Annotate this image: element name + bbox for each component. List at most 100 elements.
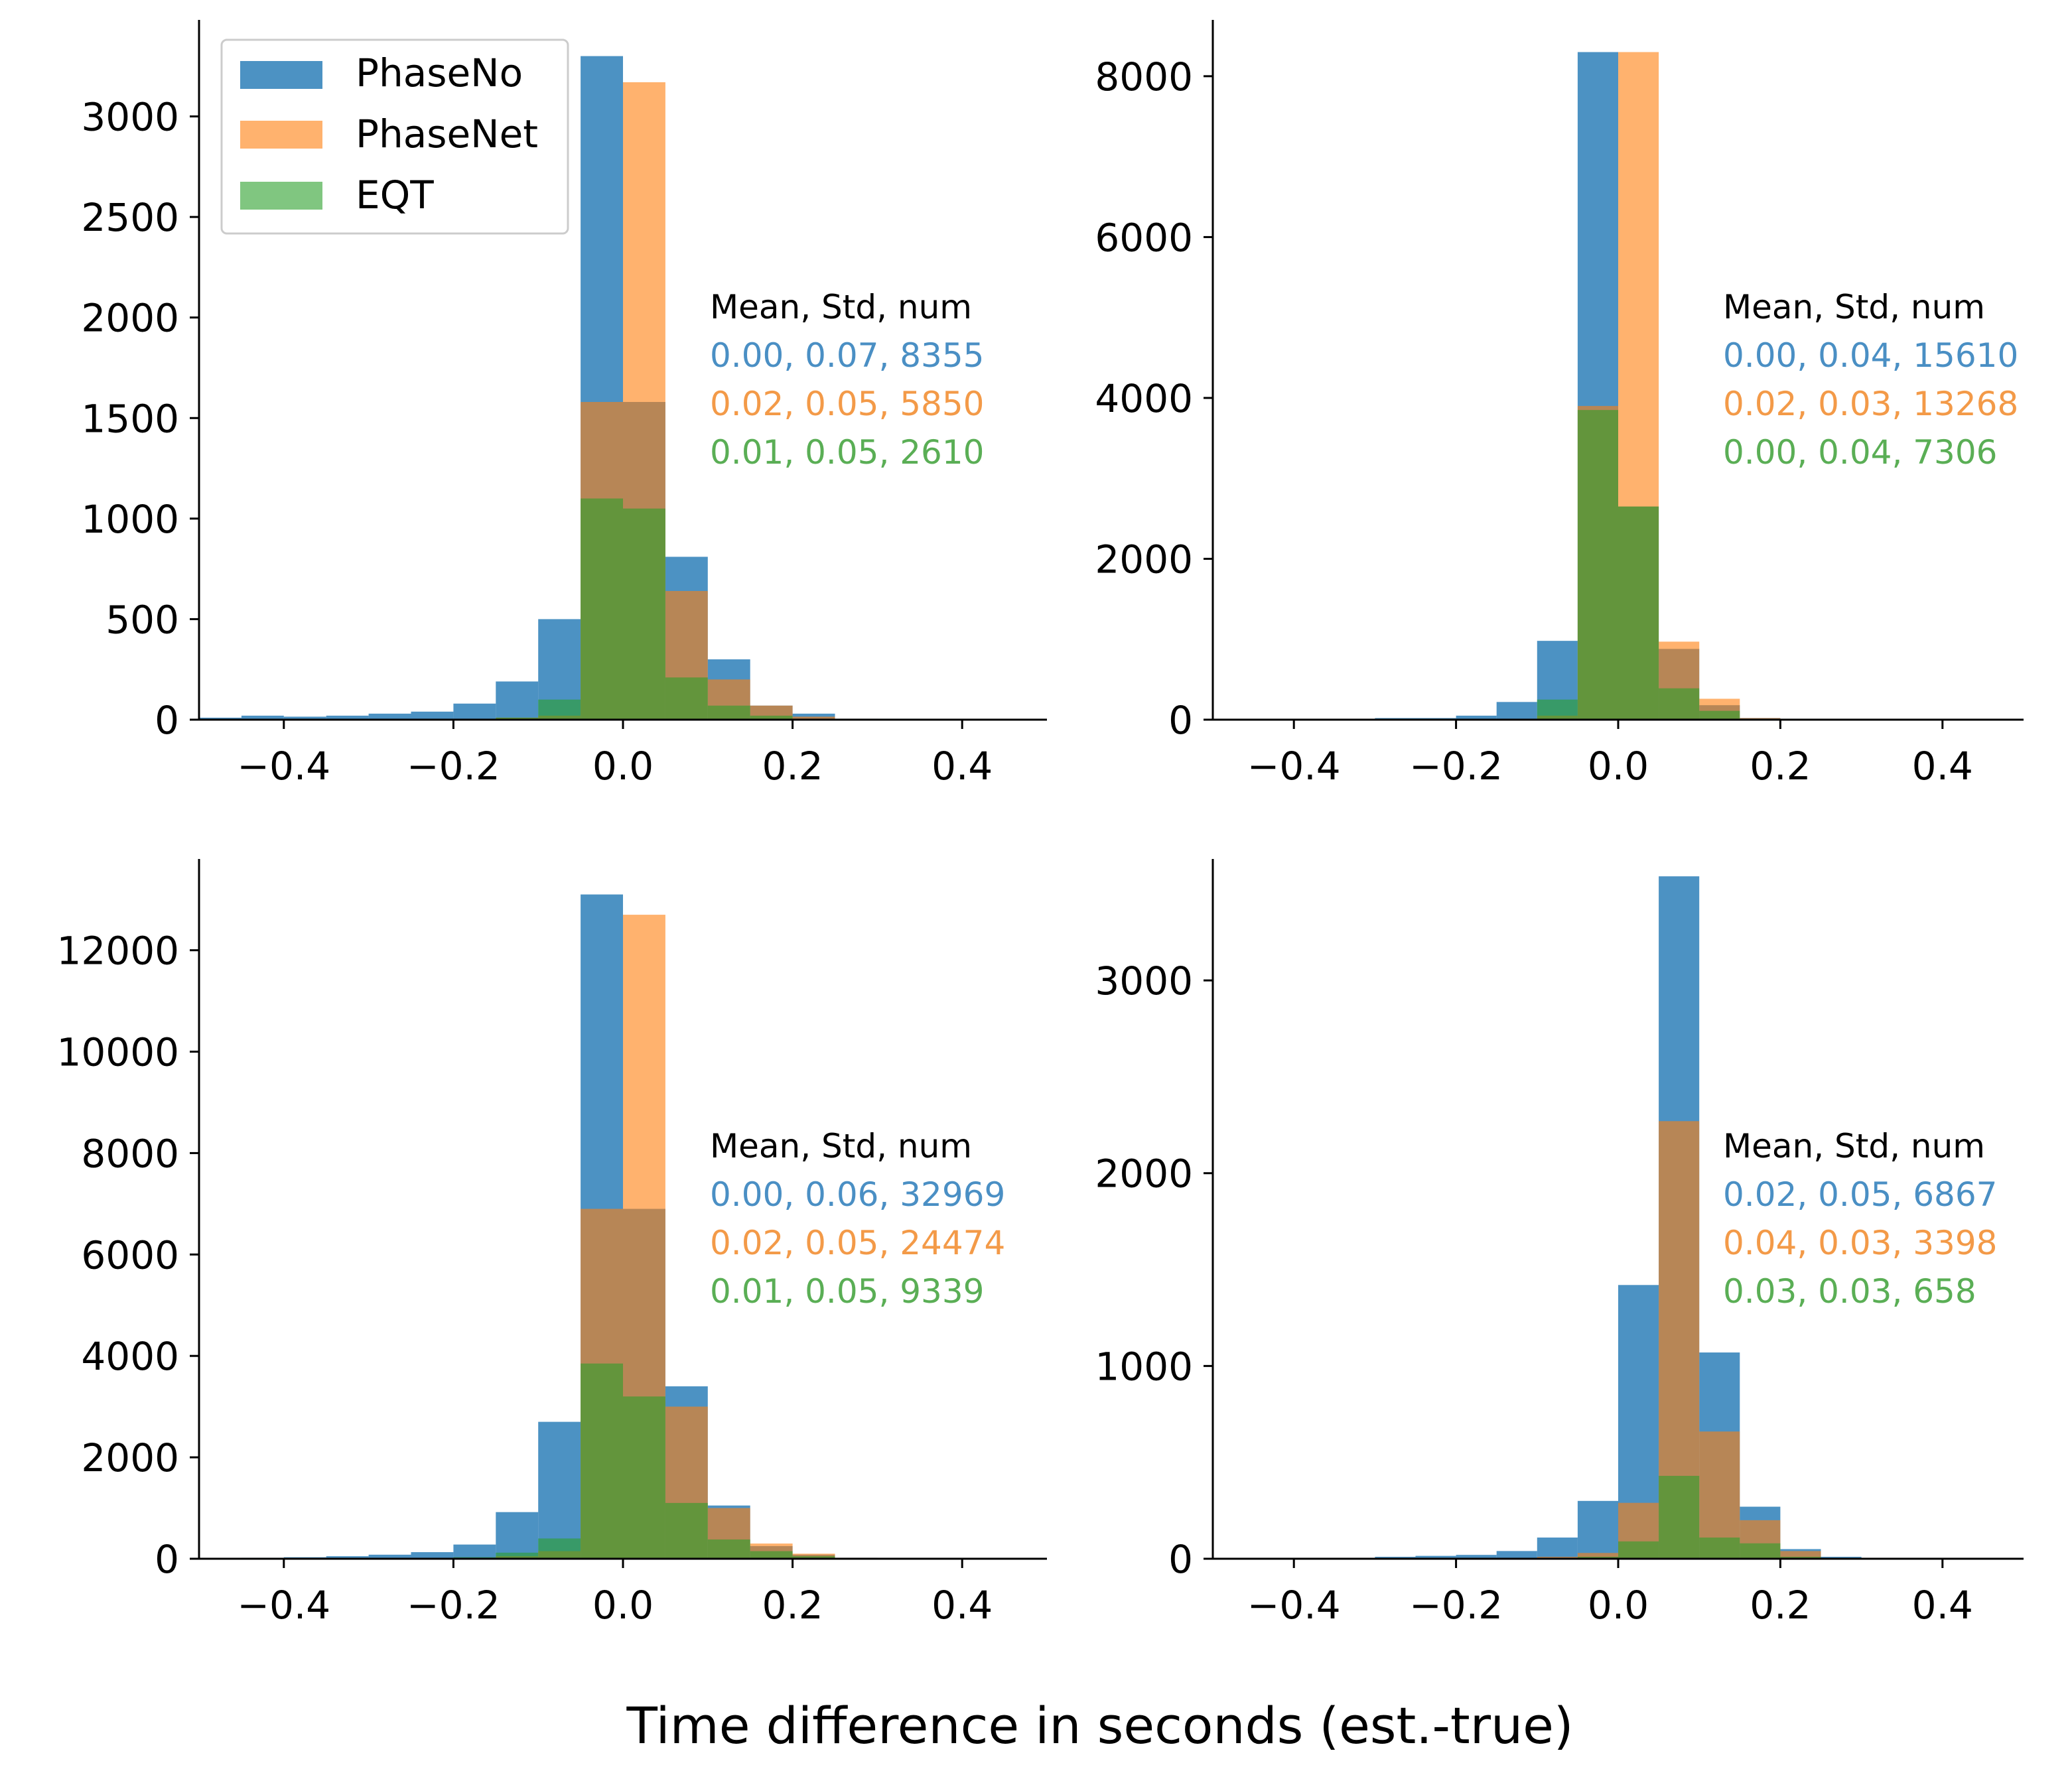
- legend-swatch-phaseno: [240, 61, 322, 89]
- bottom-right-bar-phasenet-9: [1577, 1553, 1618, 1559]
- bottom-left-xtick-label-2: 0.0: [592, 1583, 654, 1628]
- top-right-xtick-label-4: 0.4: [1912, 744, 1973, 789]
- top-right-ytick-label-0: 0: [1168, 698, 1193, 743]
- top-left-bar-phasenet-14: [792, 716, 835, 720]
- bottom-left-stats-phasenet: 0.02, 0.05, 24474: [710, 1224, 1005, 1262]
- top-right-bar-eqt-8: [1537, 699, 1578, 720]
- legend-swatch-eqt: [240, 182, 322, 210]
- top-right-stats-header: Mean, Std, num: [1723, 288, 1985, 326]
- top-right-ytick-label-1: 2000: [1095, 537, 1193, 582]
- bottom-left-ytick-label-0: 0: [155, 1537, 179, 1582]
- bottom-left-bar-phaseno-3: [326, 1556, 369, 1559]
- top-left-bar-phaseno-4: [368, 713, 411, 720]
- top-right-xtick-label-3: 0.2: [1750, 744, 1811, 789]
- top-right-bar-eqt-9: [1577, 410, 1618, 720]
- top-left-bar-eqt-11: [665, 677, 708, 720]
- panel-bottom-right: 0 1000 2000 3000 −0.4 −0.2 0.0 0.2 0.4 Mean, Std,…: [1095, 859, 2024, 1628]
- bottom-right-bar-phaseno-9: [1577, 1500, 1618, 1559]
- top-left-bar-phaseno-3: [326, 715, 369, 720]
- bottom-left-xtick-label-3: 0.2: [762, 1583, 823, 1628]
- bottom-right-xtick-label-4: 0.4: [1912, 1583, 1973, 1628]
- bottom-left-ytick-label-5: 10000: [56, 1030, 179, 1075]
- top-right-bar-eqt-11: [1659, 688, 1700, 720]
- bottom-right-ytick-label-2: 2000: [1095, 1151, 1193, 1197]
- bottom-right-bar-phasenet-14: [1780, 1551, 1821, 1559]
- bottom-left-bar-phaseno-4: [368, 1554, 411, 1559]
- bottom-left-bar-eqt-8: [538, 1538, 581, 1559]
- top-right-ytick-label-2: 4000: [1095, 376, 1193, 421]
- bottom-left-bar-eqt-14: [792, 1556, 835, 1559]
- bottom-right-bar-eqt-10: [1618, 1541, 1659, 1559]
- top-left-bar-eqt-10: [623, 508, 665, 720]
- top-right-xtick-label-0: −0.4: [1247, 744, 1341, 789]
- bottom-left-stats-header: Mean, Std, num: [710, 1127, 972, 1165]
- bottom-right-bar-eqt-12: [1699, 1538, 1740, 1559]
- top-left-xtick-label-1: −0.2: [407, 744, 500, 789]
- top-left-stats-eqt: 0.01, 0.05, 2610: [710, 433, 984, 472]
- bottom-left-bar-phaseno-5: [411, 1552, 454, 1559]
- top-left-bar-phaseno-0: [199, 717, 242, 720]
- bottom-right-xtick-label-2: 0.0: [1588, 1583, 1649, 1628]
- bottom-left-xtick-label-0: −0.4: [237, 1583, 330, 1628]
- bottom-left-stats-eqt: 0.01, 0.05, 9339: [710, 1272, 984, 1311]
- top-left-bar-phaseno-6: [453, 703, 496, 720]
- top-right-bar-phaseno-6: [1456, 715, 1497, 720]
- bottom-left-xtick-label-1: −0.2: [407, 1583, 500, 1628]
- top-right-ytick-label-3: 6000: [1095, 215, 1193, 260]
- top-right-bar-phaseno-7: [1496, 702, 1537, 720]
- legend-label-phaseno: PhaseNo: [356, 50, 523, 96]
- top-left-ytick-label-3: 1500: [81, 396, 179, 441]
- bottom-left-bar-eqt-7: [496, 1552, 539, 1559]
- bottom-left-bar-phaseno-6: [453, 1544, 496, 1559]
- bottom-left-ytick-label-6: 12000: [56, 929, 179, 974]
- bottom-right-xtick-label-3: 0.2: [1750, 1583, 1811, 1628]
- top-left-stats-phaseno: 0.00, 0.07, 8355: [710, 336, 984, 375]
- top-left-xtick-label-3: 0.2: [762, 744, 823, 789]
- top-right-bar-eqt-12: [1699, 710, 1740, 720]
- bottom-right-ytick-label-3: 3000: [1095, 958, 1193, 1004]
- top-left-bar-eqt-7: [496, 717, 539, 720]
- top-left-ytick-label-0: 0: [155, 698, 179, 743]
- top-left-ytick-label-4: 2000: [81, 296, 179, 341]
- bottom-right-ytick-label-1: 1000: [1095, 1344, 1193, 1389]
- top-left-bar-eqt-8: [538, 699, 581, 720]
- bottom-right-bar-eqt-11: [1659, 1476, 1700, 1559]
- bottom-right-bar-phaseno-6: [1456, 1555, 1497, 1559]
- top-left-bar-eqt-13: [750, 715, 793, 720]
- legend-label-eqt: EQT: [356, 172, 434, 218]
- top-left-bar-phaseno-1: [241, 715, 284, 720]
- top-right-stats-phasenet: 0.02, 0.03, 13268: [1723, 385, 2018, 423]
- bottom-left-ytick-label-2: 4000: [81, 1334, 179, 1379]
- bottom-left-bar-eqt-13: [750, 1551, 793, 1559]
- bottom-left-ytick-label-1: 2000: [81, 1435, 179, 1480]
- top-right-stats-phaseno: 0.00, 0.04, 15610: [1723, 336, 2018, 375]
- top-right-bar-eqt-10: [1618, 506, 1659, 720]
- legend-swatch-phasenet: [240, 121, 322, 149]
- top-left-bar-eqt-9: [581, 498, 623, 720]
- top-left-ytick-label-5: 2500: [81, 195, 179, 240]
- bottom-right-stats-eqt: 0.03, 0.03, 658: [1723, 1272, 1976, 1311]
- bottom-right-bar-eqt-13: [1740, 1543, 1781, 1559]
- top-left-xtick-label-2: 0.0: [592, 744, 654, 789]
- top-left-bar-phaseno-7: [496, 681, 539, 720]
- top-left-ytick-label-1: 500: [105, 597, 179, 642]
- bottom-left-xtick-label-4: 0.4: [932, 1583, 993, 1628]
- top-right-ytick-label-4: 8000: [1095, 54, 1193, 99]
- top-left-bar-eqt-12: [707, 705, 750, 720]
- bottom-right-stats-header: Mean, Std, num: [1723, 1127, 1985, 1165]
- panel-top-left: 0 500 1000 1500 2000 2500 3000 −0.4 −0.2 0.0 0.2 0.…: [81, 20, 1047, 789]
- bottom-right-bar-phaseno-8: [1537, 1538, 1578, 1559]
- bottom-right-ytick-label-0: 0: [1168, 1537, 1193, 1582]
- bottom-left-bar-eqt-11: [665, 1502, 708, 1559]
- bottom-left-bar-eqt-12: [707, 1539, 750, 1559]
- panel-top-right: 0 2000 4000 6000 8000 −0.4 −0.2 0.0 0.2 0.4 Mean, …: [1095, 20, 2024, 789]
- top-left-stats-header: Mean, Std, num: [710, 288, 972, 326]
- top-left-xtick-label-0: −0.4: [237, 744, 330, 789]
- bottom-left-bar-eqt-9: [581, 1363, 623, 1559]
- top-right-stats-eqt: 0.00, 0.04, 7306: [1723, 433, 1997, 472]
- top-left-ytick-label-2: 1000: [81, 497, 179, 542]
- top-left-ytick-label-6: 3000: [81, 95, 179, 140]
- bottom-left-ytick-label-3: 6000: [81, 1232, 179, 1278]
- top-left-xtick-label-4: 0.4: [932, 744, 993, 789]
